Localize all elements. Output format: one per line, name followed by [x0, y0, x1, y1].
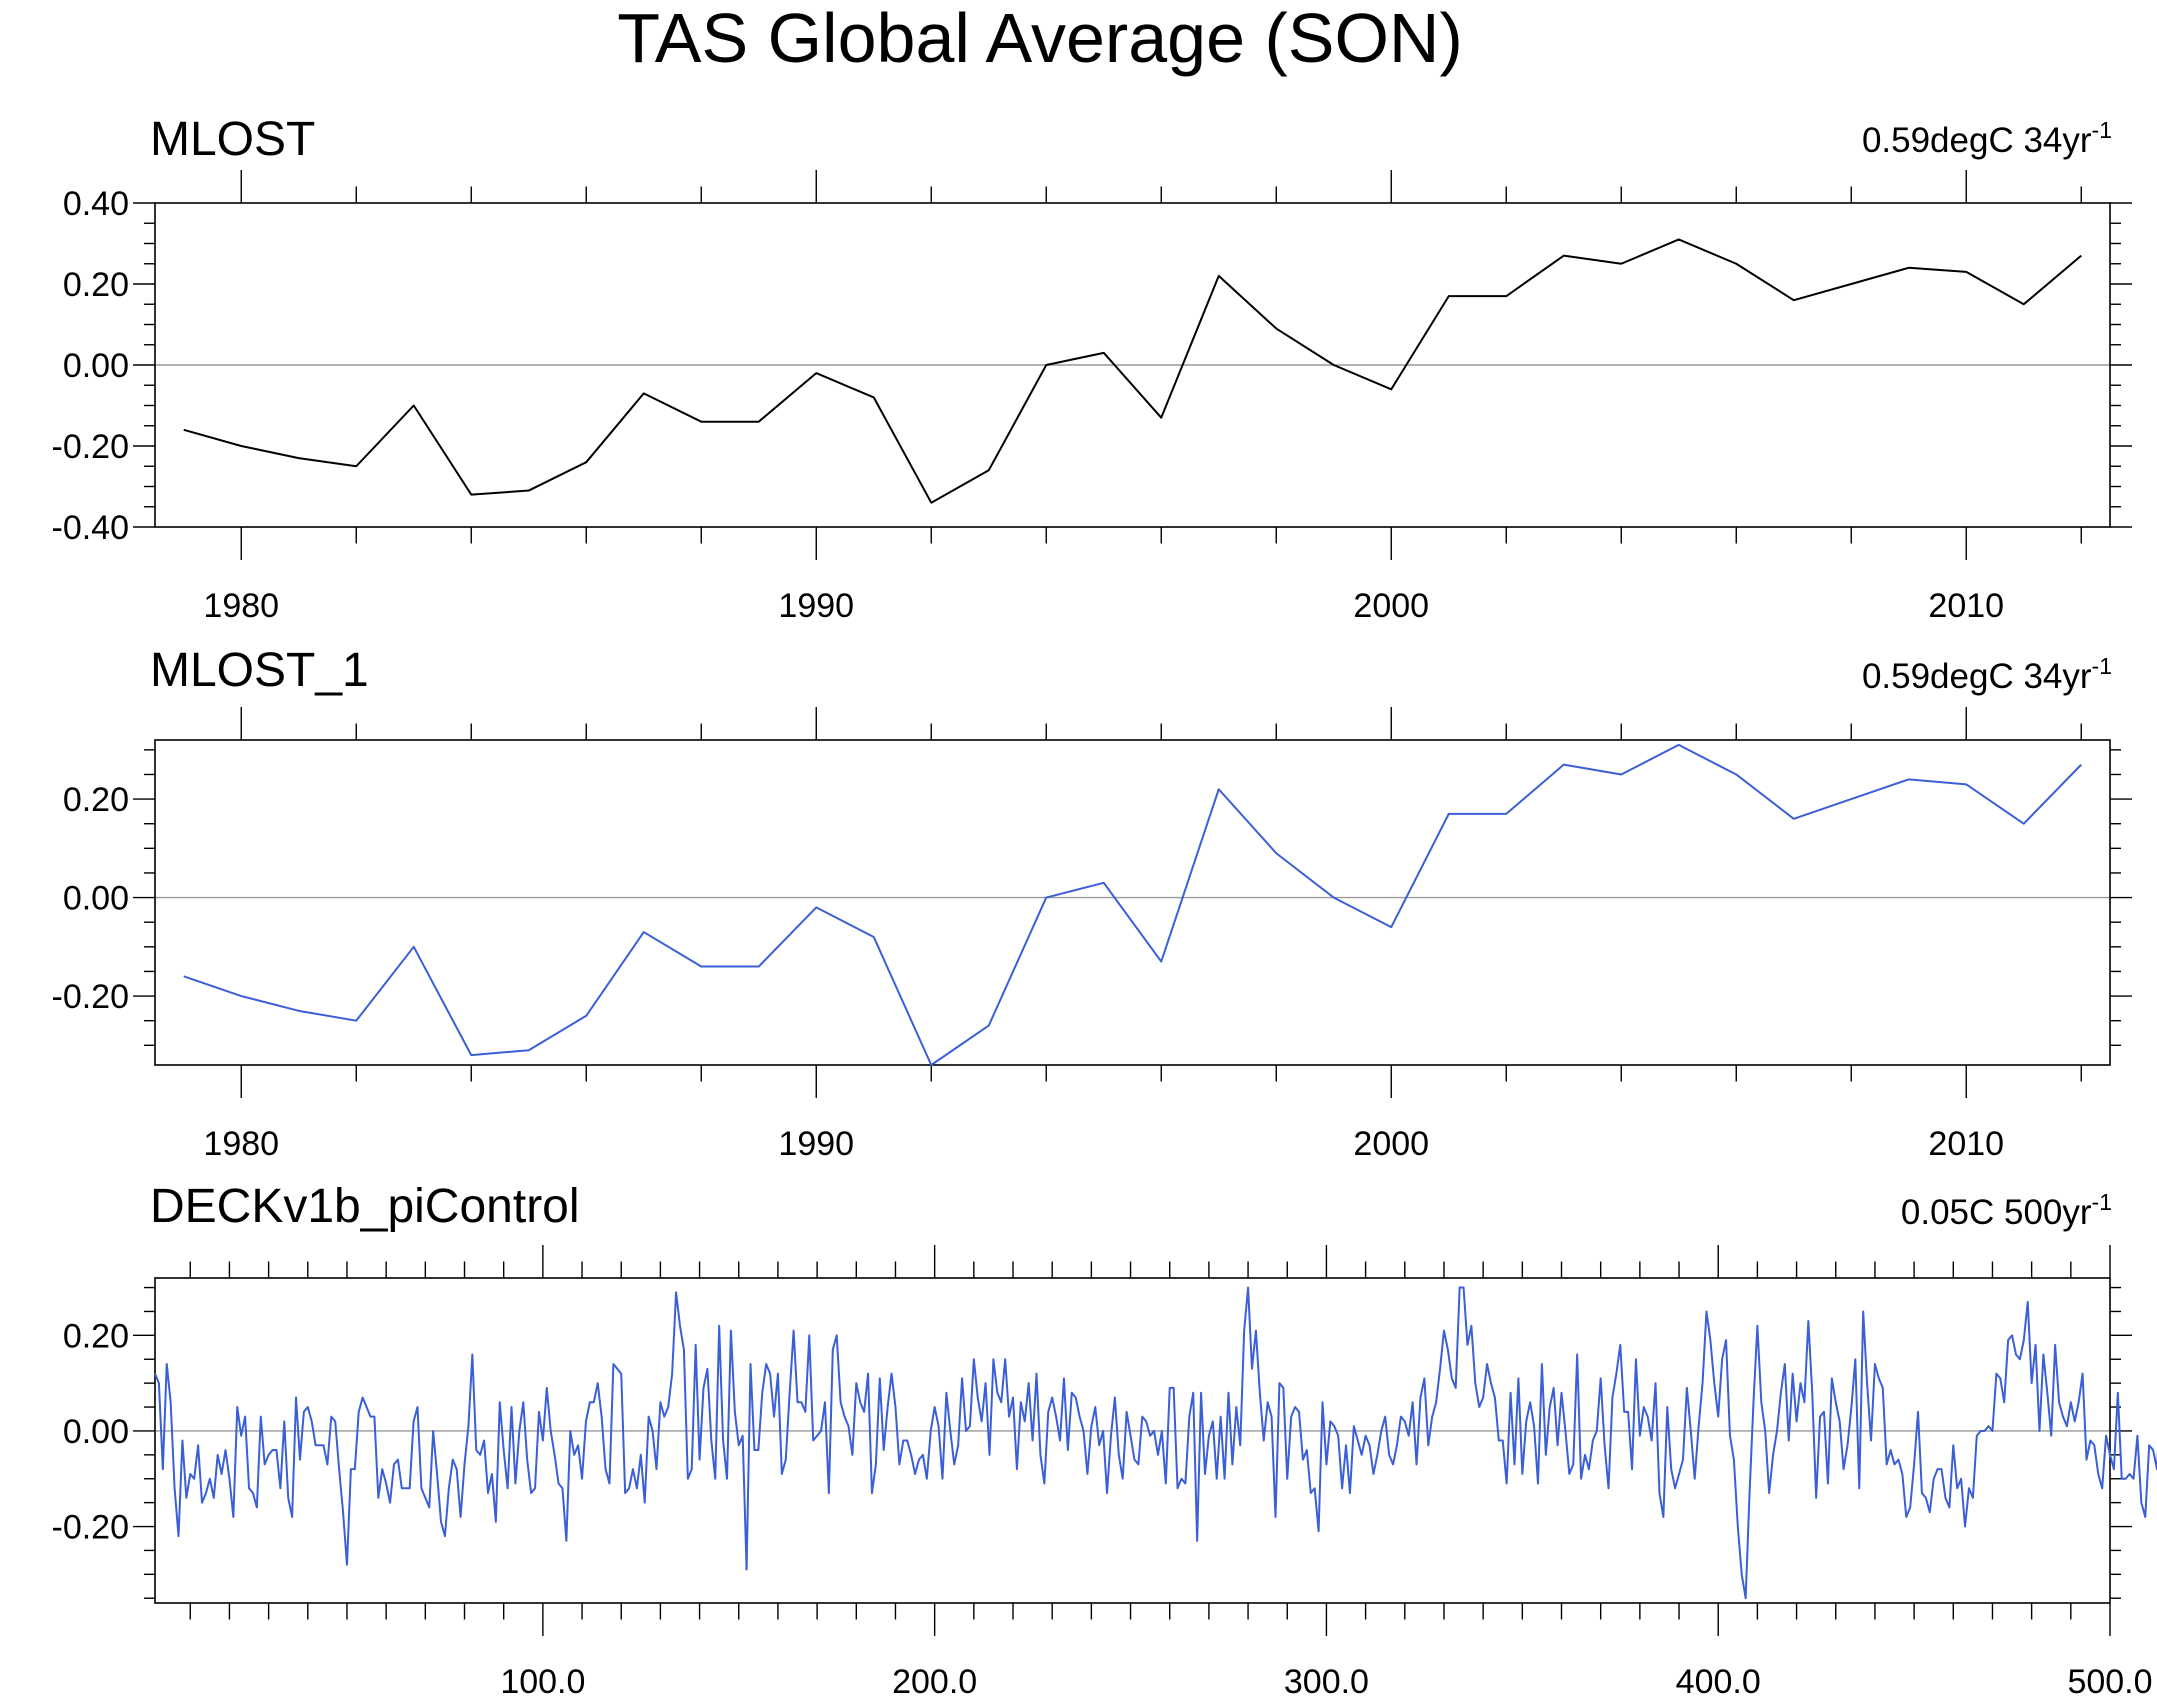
x-tick-label: 2010 — [1928, 1125, 2004, 1163]
x-tick-label: 1990 — [778, 587, 854, 625]
y-tick-label: -0.20 — [52, 428, 130, 466]
panel-title: MLOST — [150, 113, 315, 166]
y-tick-label: 0.20 — [63, 781, 129, 819]
data-points — [183, 239, 2082, 503]
x-tick-label: 2000 — [1353, 587, 1429, 625]
trend-label: 0.05C 500yr-1 — [1901, 1189, 2112, 1232]
trend-label-text: 0.05C 500yr — [1901, 1193, 2092, 1232]
main-title: TAS Global Average (SON) — [617, 0, 1463, 77]
y-tick-label: -0.20 — [52, 1509, 130, 1547]
y-tick-label: -0.20 — [52, 978, 130, 1016]
trend-label: 0.59degC 34yr-1 — [1862, 117, 2112, 160]
series-line — [154, 1286, 2157, 1600]
plot-frame — [154, 739, 2111, 1066]
y-tick-label: -0.40 — [52, 509, 130, 547]
plot-frame — [154, 1277, 2111, 1604]
x-tick-label: 1980 — [203, 587, 279, 625]
trend-label-text: 0.59degC 34yr — [1862, 121, 2092, 160]
data-points — [154, 1287, 2154, 1599]
panel-title: MLOST_1 — [150, 644, 369, 697]
panel-title: DECKv1b_piControl — [150, 1180, 580, 1233]
x-tick-label: 400.0 — [1676, 1663, 1761, 1701]
trend-label-exponent: -1 — [2092, 1189, 2112, 1215]
y-tick-label: 0.00 — [63, 880, 129, 918]
x-tick-label: 1980 — [203, 1125, 279, 1163]
y-tick-label: 0.00 — [63, 347, 129, 385]
x-tick-label: 2000 — [1353, 1125, 1429, 1163]
trend-label-exponent: -1 — [2092, 653, 2112, 679]
x-tick-label: 300.0 — [1284, 1663, 1369, 1701]
x-tick-label: 2010 — [1928, 587, 2004, 625]
y-tick-label: 0.40 — [63, 185, 129, 223]
x-tick-label: 500.0 — [2067, 1663, 2152, 1701]
series-line — [183, 743, 2082, 1066]
panel-mlost: MLOST 0.59degC 34yr-1 -0.40 -0.20 0.00 0.20… — [52, 113, 2132, 625]
y-tick-label: 0.20 — [63, 1317, 129, 1355]
trend-label-exponent: -1 — [2092, 117, 2112, 143]
data-points — [183, 744, 2082, 1066]
x-tick-label: 100.0 — [500, 1663, 585, 1701]
y-tick-label: 0.20 — [63, 266, 129, 304]
panel-deckv1b-picontrol: DECKv1b_piControl 0.05C 500yr-1 -0.20 0.0… — [52, 1180, 2157, 1701]
y-tick-label: 0.00 — [63, 1413, 129, 1451]
x-tick-label: 200.0 — [892, 1663, 977, 1701]
panel-mlost-1: MLOST_1 0.59degC 34yr-1 -0.20 0.00 0.20 198… — [52, 644, 2132, 1163]
trend-label: 0.59degC 34yr-1 — [1862, 653, 2112, 696]
trend-label-text: 0.59degC 34yr — [1862, 657, 2092, 696]
series-line — [183, 238, 2082, 504]
x-tick-label: 1990 — [778, 1125, 854, 1163]
